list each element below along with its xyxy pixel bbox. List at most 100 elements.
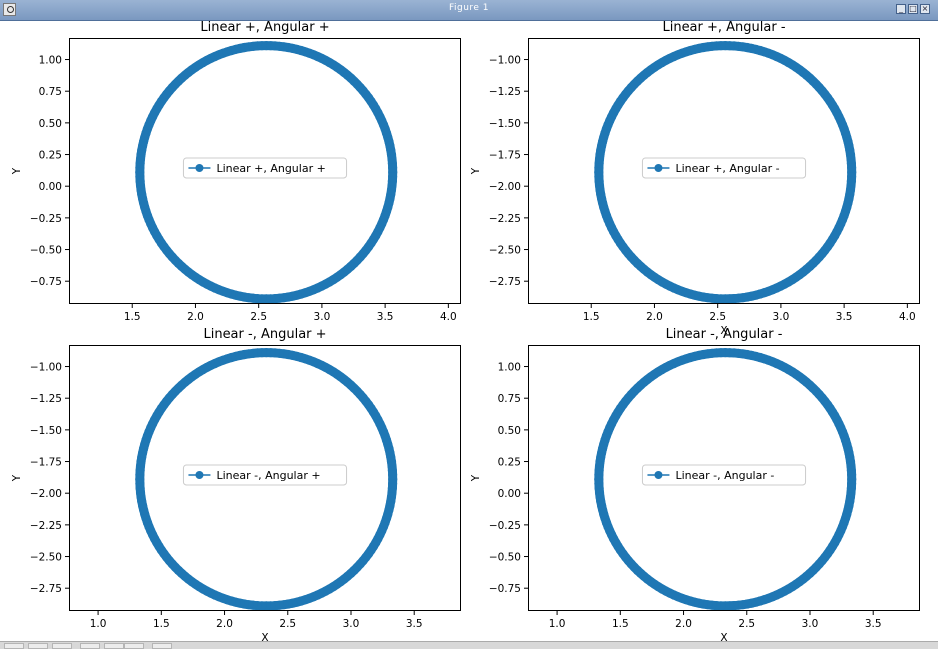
- y-tick-label: −0.75: [30, 276, 62, 288]
- y-tick-label: −1.25: [30, 393, 62, 405]
- figure-svg: 1.5 2.0 2.5 3.0 3.5 4.0 1.00 0.75 0.50 0.25 0.00 −0…: [11, 21, 920, 641]
- x-tick-label: 2.0: [675, 618, 692, 630]
- y-tick-label: −2.00: [489, 181, 521, 193]
- subplot-4: 1.0 1.5 2.0 2.5 3.0 3.5 1.00 0.75 0.50 0.25 0.00 −0…: [470, 327, 920, 641]
- series-trajectory: [594, 41, 857, 304]
- x-tick-label: 1.5: [124, 311, 141, 323]
- legend: Linear -, Angular +: [182, 464, 348, 486]
- y-tick-label: 0.75: [39, 86, 62, 98]
- x-tick-label: 3.0: [343, 618, 360, 630]
- legend-marker: [195, 471, 204, 479]
- subplot-2: 1.5 2.0 2.5 3.0 3.5 4.0 −1.00 −1.25 −1.50 −1.75 −2…: [470, 21, 920, 337]
- toolbar-home-button[interactable]: [4, 643, 24, 649]
- toolbar-pan-button[interactable]: [80, 643, 100, 649]
- legend: Linear +, Angular +: [182, 157, 348, 179]
- legend-label: Linear -, Angular -: [675, 469, 774, 482]
- legend-box: [182, 157, 348, 179]
- x-tick-label: 3.0: [773, 311, 790, 323]
- y-axis-label: Y: [470, 167, 482, 175]
- legend-box: [641, 157, 807, 179]
- toolbar-back-button[interactable]: [28, 643, 48, 649]
- window-title: Figure 1: [448, 3, 490, 13]
- close-button[interactable]: ×: [920, 4, 930, 14]
- axes-frame: [528, 345, 920, 611]
- axes-frame: [528, 38, 920, 304]
- y-tick-label: −2.50: [30, 552, 62, 564]
- y-tick-label: −1.50: [489, 118, 521, 130]
- x-tick-label: 2.5: [709, 311, 726, 323]
- y-tick-label: 0.50: [498, 425, 521, 437]
- y-tick-label: −2.75: [30, 583, 62, 595]
- legend: Linear +, Angular -: [641, 157, 807, 179]
- series-trajectory: [135, 41, 398, 304]
- x-tick-label: 2.0: [646, 311, 663, 323]
- x-tick-label: 3.5: [377, 311, 394, 323]
- x-tick-label: 3.5: [836, 311, 853, 323]
- y-tick-label: 0.25: [39, 150, 62, 162]
- x-tick-label: 3.5: [865, 618, 882, 630]
- y-tick-label: −2.75: [489, 276, 521, 288]
- x-tick-label: 1.0: [90, 618, 107, 630]
- toolbar-save-button[interactable]: [152, 643, 172, 649]
- legend: Linear -, Angular -: [641, 464, 807, 486]
- x-tick-label: 1.5: [583, 311, 600, 323]
- toolbar-forward-button[interactable]: [52, 643, 72, 649]
- x-axis-label: X: [261, 632, 268, 641]
- y-tick-label: −0.75: [489, 583, 521, 595]
- y-tick-label: 0.25: [498, 457, 521, 469]
- y-tick-label: −0.50: [30, 245, 62, 257]
- y-tick-label: −0.25: [489, 520, 521, 532]
- y-tick-label: 0.00: [39, 181, 62, 193]
- x-tick-label: 4.0: [440, 311, 457, 323]
- subplot-title: Linear +, Angular +: [200, 21, 329, 35]
- toolbar-configure-button[interactable]: [124, 643, 144, 649]
- title-bar[interactable]: Figure 1 _ □ ×: [0, 0, 938, 21]
- subplot-title: Linear -, Angular -: [666, 327, 783, 342]
- y-tick-label: −1.75: [30, 457, 62, 469]
- subplot-1: 1.5 2.0 2.5 3.0 3.5 4.0 1.00 0.75 0.50 0.25 0.00 −0…: [11, 21, 461, 323]
- y-tick-label: −1.25: [489, 86, 521, 98]
- figure-canvas[interactable]: 1.5 2.0 2.5 3.0 3.5 4.0 1.00 0.75 0.50 0.25 0.00 −0…: [0, 21, 938, 641]
- y-tick-label: 1.00: [498, 362, 521, 374]
- y-tick-label: −0.50: [489, 552, 521, 564]
- toolbar-zoom-button[interactable]: [104, 643, 124, 649]
- legend-box: [182, 464, 348, 486]
- axes-frame: [69, 38, 461, 304]
- x-axis-label: X: [720, 325, 727, 337]
- y-axis-label: Y: [11, 167, 23, 175]
- series-trajectory: [594, 348, 857, 611]
- subplot-title: Linear +, Angular -: [662, 21, 785, 35]
- y-tick-label: −1.75: [489, 150, 521, 162]
- subplot-3: 1.0 1.5 2.0 2.5 3.0 3.5 −1.00 −1.25 −1.50 −1.75 −2…: [11, 327, 461, 641]
- y-axis-label: Y: [11, 474, 23, 482]
- x-tick-label: 3.0: [802, 618, 819, 630]
- legend-marker: [654, 164, 663, 172]
- y-tick-label: −2.25: [489, 213, 521, 225]
- legend-label: Linear +, Angular +: [216, 162, 325, 175]
- legend-label: Linear -, Angular +: [216, 469, 320, 482]
- y-tick-label: −1.00: [30, 362, 62, 374]
- legend-box: [641, 464, 807, 486]
- x-tick-label: 1.0: [549, 618, 566, 630]
- y-tick-label: 0.00: [498, 488, 521, 500]
- x-tick-label: 2.5: [738, 618, 755, 630]
- maximize-button[interactable]: □: [908, 4, 918, 14]
- y-tick-label: 0.50: [39, 118, 62, 130]
- app-icon[interactable]: [3, 3, 16, 16]
- x-tick-label: 1.5: [153, 618, 170, 630]
- x-tick-label: 3.0: [314, 311, 331, 323]
- x-tick-label: 4.0: [899, 311, 916, 323]
- minimize-button[interactable]: _: [896, 4, 906, 14]
- x-tick-label: 1.5: [612, 618, 629, 630]
- y-tick-label: −2.25: [30, 520, 62, 532]
- y-tick-label: −1.00: [489, 55, 521, 67]
- trajectory-point: [388, 470, 398, 480]
- legend-label: Linear +, Angular -: [675, 162, 779, 175]
- trajectory-point: [847, 470, 857, 480]
- y-axis-label: Y: [470, 474, 482, 482]
- x-tick-label: 2.0: [216, 618, 233, 630]
- y-tick-label: −2.00: [30, 488, 62, 500]
- series-trajectory: [135, 348, 398, 611]
- x-tick-label: 2.0: [187, 311, 204, 323]
